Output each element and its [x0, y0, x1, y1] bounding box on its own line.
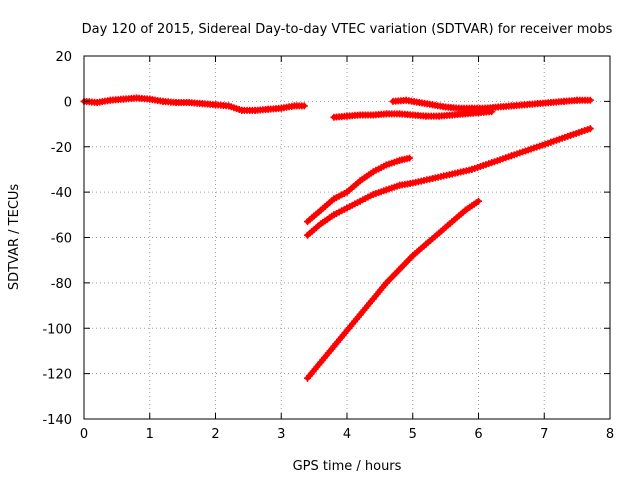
- series-arc-1: [80, 94, 308, 114]
- series-arc-5: [304, 125, 594, 239]
- x-tick-label: 1: [146, 427, 154, 442]
- y-tick-label: 0: [64, 95, 72, 110]
- series-arc-4: [304, 154, 413, 226]
- series-group: [80, 94, 594, 382]
- data-point: [300, 102, 308, 110]
- chart-title: Day 120 of 2015, Sidereal Day-to-day VTE…: [82, 22, 613, 37]
- grid: [84, 56, 610, 419]
- y-tick-label: -60: [51, 232, 72, 247]
- x-tick-label: 2: [211, 427, 219, 442]
- data-point: [406, 154, 413, 162]
- x-tick-label: 3: [277, 427, 285, 442]
- x-tick-label: 8: [606, 427, 614, 442]
- data-point: [475, 197, 482, 205]
- x-tick-label: 5: [409, 427, 417, 442]
- ticks: 0 1 2 3 4 5 6 7 8 20 0 -20 -40 -60 -80 -100 -120 -140: [42, 50, 614, 442]
- y-tick-label: -100: [42, 322, 72, 337]
- series-arc-2: [330, 108, 496, 121]
- y-tick-label: -80: [51, 277, 72, 292]
- series-arc-6: [304, 197, 482, 382]
- data-point: [586, 125, 594, 133]
- y-axis-label: SDTVAR / TECUs: [7, 184, 22, 291]
- x-tick-label: 0: [80, 427, 88, 442]
- x-tick-label: 6: [474, 427, 482, 442]
- x-tick-label: 7: [540, 427, 548, 442]
- y-tick-label: -40: [51, 186, 72, 201]
- y-tick-label: 20: [55, 50, 72, 65]
- x-tick-label: 4: [343, 427, 351, 442]
- data-point: [586, 96, 594, 104]
- y-tick-label: -20: [51, 141, 72, 156]
- y-tick-label: -120: [42, 368, 72, 383]
- y-tick-label: -140: [42, 413, 72, 428]
- series-arc-3: [389, 96, 594, 112]
- x-axis-label: GPS time / hours: [293, 459, 402, 474]
